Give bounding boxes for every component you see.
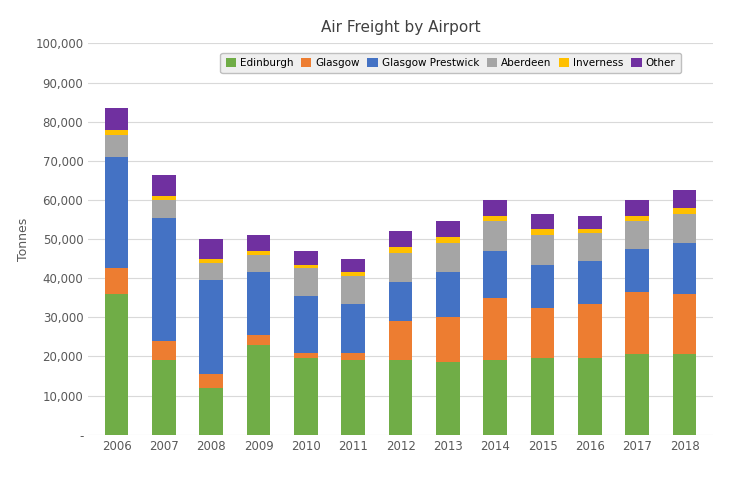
- Bar: [247, 235, 270, 251]
- Bar: [531, 265, 554, 308]
- Bar: [578, 229, 602, 233]
- Y-axis label: Tonnes: Tonnes: [17, 217, 29, 261]
- Bar: [152, 360, 176, 435]
- Bar: [673, 208, 696, 213]
- Bar: [342, 353, 365, 360]
- Bar: [294, 358, 318, 435]
- Bar: [673, 190, 696, 208]
- Legend: Edinburgh, Glasgow, Glasgow Prestwick, Aberdeen, Inverness, Other: Edinburgh, Glasgow, Glasgow Prestwick, A…: [220, 53, 681, 73]
- Bar: [105, 135, 129, 157]
- Bar: [578, 304, 602, 358]
- Bar: [152, 174, 176, 196]
- Bar: [389, 247, 412, 253]
- Bar: [484, 222, 507, 251]
- Bar: [625, 215, 649, 222]
- Bar: [247, 335, 270, 345]
- Bar: [342, 276, 365, 304]
- Bar: [625, 355, 649, 435]
- Bar: [578, 261, 602, 304]
- Bar: [199, 239, 223, 259]
- Bar: [105, 108, 129, 129]
- Bar: [342, 272, 365, 276]
- Bar: [247, 251, 270, 255]
- Bar: [199, 259, 223, 263]
- Bar: [342, 360, 365, 435]
- Bar: [389, 231, 412, 247]
- Bar: [199, 374, 223, 388]
- Bar: [578, 358, 602, 435]
- Bar: [389, 253, 412, 282]
- Bar: [578, 215, 602, 229]
- Bar: [105, 157, 129, 269]
- Bar: [531, 358, 554, 435]
- Bar: [105, 294, 129, 435]
- Bar: [484, 215, 507, 222]
- Bar: [247, 345, 270, 435]
- Bar: [294, 296, 318, 353]
- Bar: [152, 196, 176, 200]
- Bar: [531, 229, 554, 235]
- Bar: [625, 200, 649, 215]
- Bar: [294, 353, 318, 358]
- Bar: [389, 321, 412, 360]
- Bar: [484, 360, 507, 435]
- Bar: [625, 292, 649, 355]
- Bar: [294, 265, 318, 269]
- Bar: [484, 200, 507, 215]
- Bar: [625, 222, 649, 249]
- Bar: [152, 217, 176, 341]
- Bar: [673, 243, 696, 294]
- Bar: [436, 237, 459, 243]
- Bar: [342, 304, 365, 353]
- Bar: [531, 213, 554, 229]
- Bar: [578, 233, 602, 261]
- Bar: [484, 251, 507, 298]
- Bar: [673, 213, 696, 243]
- Bar: [436, 317, 459, 362]
- Bar: [484, 298, 507, 360]
- Bar: [199, 388, 223, 435]
- Bar: [625, 249, 649, 292]
- Bar: [436, 222, 459, 237]
- Bar: [531, 308, 554, 358]
- Bar: [436, 362, 459, 435]
- Bar: [247, 255, 270, 272]
- Bar: [436, 243, 459, 272]
- Bar: [342, 259, 365, 272]
- Bar: [152, 341, 176, 360]
- Bar: [673, 355, 696, 435]
- Bar: [105, 129, 129, 135]
- Bar: [199, 263, 223, 280]
- Bar: [294, 269, 318, 296]
- Bar: [294, 251, 318, 265]
- Title: Air Freight by Airport: Air Freight by Airport: [320, 20, 481, 35]
- Bar: [673, 294, 696, 355]
- Bar: [436, 272, 459, 317]
- Bar: [531, 235, 554, 265]
- Bar: [247, 272, 270, 335]
- Bar: [152, 200, 176, 217]
- Bar: [389, 360, 412, 435]
- Bar: [199, 280, 223, 374]
- Bar: [389, 282, 412, 321]
- Bar: [105, 269, 129, 294]
